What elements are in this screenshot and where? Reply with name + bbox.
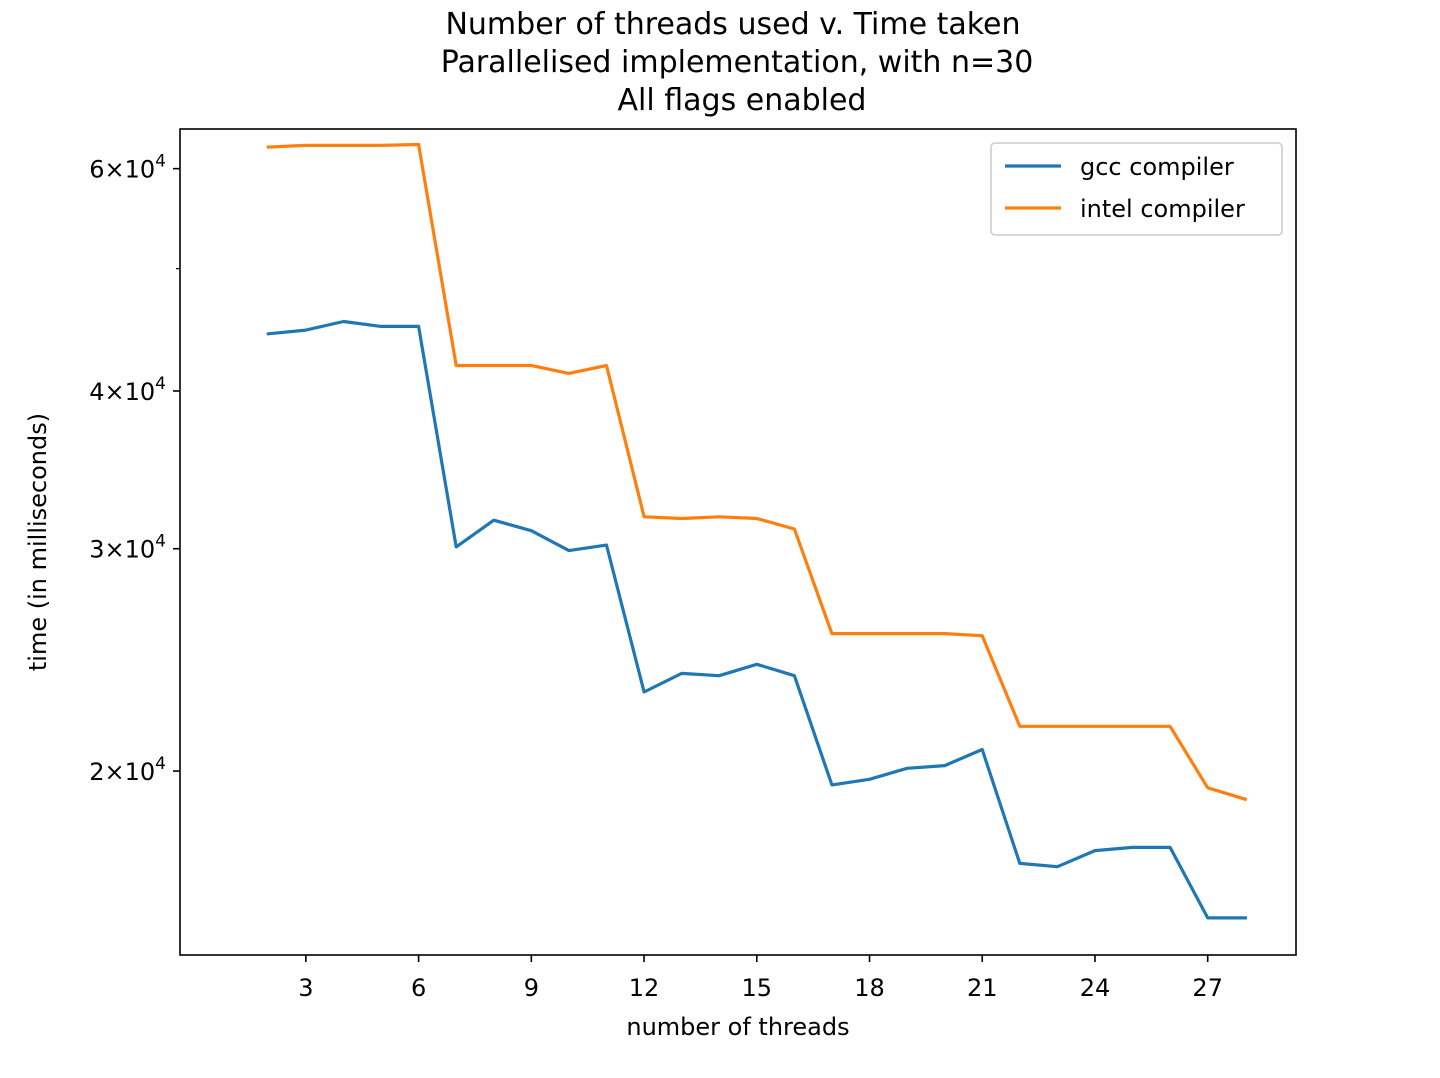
x-tick-label: 24 bbox=[1080, 974, 1111, 1002]
x-axis-label: number of threads bbox=[626, 1013, 849, 1041]
x-tick-label: 12 bbox=[629, 974, 660, 1002]
y-axis-label: time (in milliseconds) bbox=[24, 413, 52, 671]
x-tick-label: 9 bbox=[524, 974, 539, 1002]
legend-box bbox=[990, 142, 1283, 236]
y-axis: 2×104 3×104 4×104 6×104 bbox=[89, 152, 180, 786]
x-tick-label: 27 bbox=[1192, 974, 1223, 1002]
y-tick-label: 6×104 bbox=[89, 152, 166, 184]
chart-title-line-3: All flags enabled bbox=[618, 83, 867, 118]
x-tick-label: 3 bbox=[298, 974, 313, 1002]
x-tick-label: 18 bbox=[854, 974, 885, 1002]
series-line-gcc bbox=[266, 319, 1247, 920]
legend-label-intel: intel compiler bbox=[1080, 195, 1245, 223]
x-tick-label: 6 bbox=[411, 974, 426, 1002]
legend: gcc compiler intel compiler bbox=[990, 142, 1283, 236]
chart-title-line-1: Number of threads used v. Time taken bbox=[445, 7, 1020, 42]
x-tick-label: 15 bbox=[742, 974, 773, 1002]
x-tick-label: 21 bbox=[967, 974, 998, 1002]
y-tick-label: 2×104 bbox=[89, 754, 166, 786]
legend-label-gcc: gcc compiler bbox=[1080, 153, 1234, 181]
y-tick-label: 3×104 bbox=[89, 532, 166, 564]
x-axis: 3 6 9 12 15 18 21 24 27 bbox=[298, 955, 1223, 1002]
plot-frame bbox=[179, 128, 1297, 956]
series-line-intel bbox=[266, 142, 1248, 802]
plot-lines bbox=[266, 142, 1248, 920]
y-tick-label: 4×104 bbox=[89, 374, 166, 406]
chart-title-line-2: Parallelised implementation, with n=30 bbox=[441, 45, 1034, 80]
